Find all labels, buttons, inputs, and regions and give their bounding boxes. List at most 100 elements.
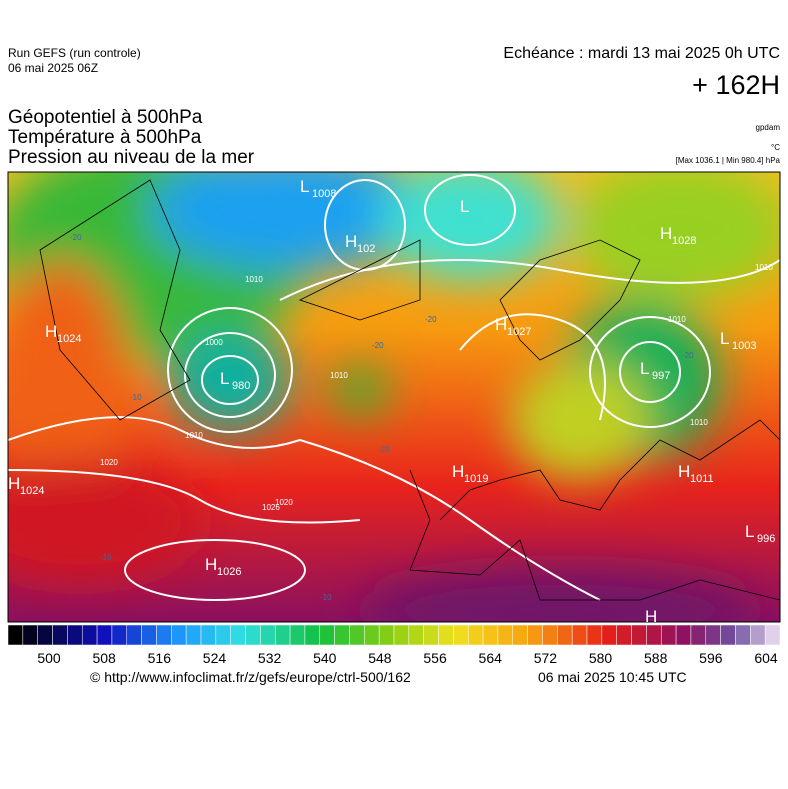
colorbar-swatch xyxy=(126,624,142,646)
center-value: 1008 xyxy=(312,188,336,200)
colorbar-swatch xyxy=(111,624,128,646)
center-letter: H xyxy=(345,232,357,251)
center-value: 980 xyxy=(232,380,250,392)
colorbar-swatch xyxy=(557,624,573,646)
colorbar-swatch xyxy=(141,624,157,646)
colorbar-swatch xyxy=(230,624,246,646)
colorbar-tick-label: 508 xyxy=(92,650,116,666)
colorbar-tick-label: 604 xyxy=(754,650,778,666)
colorbar-swatch xyxy=(438,624,454,646)
center-letter: H xyxy=(645,607,657,626)
colorbar-swatch xyxy=(542,624,558,646)
colorbar-tick-label: 516 xyxy=(148,650,172,666)
center-letter: H xyxy=(678,462,690,481)
run-label: Run GEFS (run controle) xyxy=(8,46,141,60)
coastlines xyxy=(39,179,780,601)
field-3: Pression au niveau de la mer xyxy=(8,147,255,168)
center-letter: H xyxy=(205,555,217,574)
unit-2: °C xyxy=(771,143,780,152)
colorbar-tick-label: 500 xyxy=(37,650,61,666)
colorbar-tick-label: 588 xyxy=(644,650,668,666)
colorbar-swatch xyxy=(215,624,231,646)
colorbar-tick-label: 532 xyxy=(258,650,282,666)
colorbar-swatch xyxy=(185,624,202,646)
center-letter: H xyxy=(45,322,57,341)
isobar-label: 1020 xyxy=(100,458,118,467)
temperature-label: -20 xyxy=(425,315,437,324)
colorbar-swatch xyxy=(22,624,38,646)
lead-time: + 162H xyxy=(692,70,780,100)
isobar-label: 1020 xyxy=(275,498,293,507)
center-letter: H xyxy=(8,474,20,493)
isobar-label: 1010 xyxy=(185,431,203,440)
center-letter: H xyxy=(452,462,464,481)
temperature-label: -10 xyxy=(320,593,332,602)
colorbar-swatch xyxy=(319,624,335,646)
center-value: 1003 xyxy=(732,340,756,352)
colorbar-swatch xyxy=(764,624,781,646)
footer-date: 06 mai 2025 10:45 UTC xyxy=(538,669,687,685)
colorbar-swatch xyxy=(571,624,588,646)
colorbar-swatch xyxy=(720,624,736,646)
colorbar-swatch xyxy=(690,624,707,646)
isobar-label: 1000 xyxy=(205,338,223,347)
colorbar-swatch xyxy=(527,624,543,646)
isobar-label: 1010 xyxy=(690,418,708,427)
colorbar-tick-label: 596 xyxy=(699,650,723,666)
colorbar-tick-label: 524 xyxy=(203,650,227,666)
center-value: 102 xyxy=(357,243,375,255)
colorbar-tick-label: 540 xyxy=(313,650,337,666)
temperature-label: -20 xyxy=(372,341,384,350)
colorbar-tick-label: 548 xyxy=(368,650,392,666)
center-letter: L xyxy=(300,177,309,196)
colorbar-swatch xyxy=(67,624,83,646)
map-frame xyxy=(7,171,781,623)
colorbar-swatch xyxy=(675,624,692,646)
temperature-label: -10 xyxy=(100,553,112,562)
field-2: Température à 500hPa xyxy=(8,127,202,148)
center-value: 1028 xyxy=(672,235,696,247)
center-letter: L xyxy=(460,197,469,216)
colorbar-swatch xyxy=(482,624,499,646)
center-letter: H xyxy=(495,315,507,334)
colorbar-swatch xyxy=(750,624,766,646)
colorbar-swatch xyxy=(37,624,53,646)
colorbar-swatch xyxy=(274,624,291,646)
colorbar-swatch xyxy=(171,624,187,646)
colorbar-tick-label: 556 xyxy=(423,650,447,666)
colorbar-swatch xyxy=(52,624,68,646)
colorbar-swatch xyxy=(497,624,514,646)
isobar-label: 1026 xyxy=(262,503,280,512)
colorbar-tick-label: 580 xyxy=(589,650,613,666)
center-letter: L xyxy=(640,359,649,378)
colorbar-swatch xyxy=(408,624,424,646)
colorbar-tick-label: 564 xyxy=(479,650,503,666)
colorbar-swatch xyxy=(467,624,484,646)
center-letter: L xyxy=(220,369,229,388)
colorbar-swatch xyxy=(200,624,217,646)
colorbar-swatch xyxy=(705,624,721,646)
colorbar-swatch xyxy=(81,624,98,646)
center-value: 996 xyxy=(757,533,775,545)
colorbar-swatch xyxy=(364,624,380,646)
colorbar-swatch xyxy=(646,624,662,646)
colorbar-swatch xyxy=(245,624,261,646)
colorbar-swatch xyxy=(453,624,469,646)
isobar-label: 1010 xyxy=(755,263,773,272)
colorbar-swatch xyxy=(156,624,172,646)
source: © http://www.infoclimat.fr/z/gefs/europe… xyxy=(90,669,411,685)
field-1: Géopotentiel à 500hPa xyxy=(8,107,203,128)
temperature-label: -10 xyxy=(130,393,142,402)
isobar-label: 1010 xyxy=(668,315,686,324)
center-value: 1024 xyxy=(20,485,44,497)
center-value: 1011 xyxy=(690,473,714,485)
center-value: 1024 xyxy=(57,333,81,345)
colorbar-swatch xyxy=(631,624,647,646)
colorbar-swatch xyxy=(7,624,24,646)
colorbar-swatch xyxy=(660,624,677,646)
colorbar-tick-label: 572 xyxy=(534,650,558,666)
echeance: Echéance : mardi 13 mai 2025 0h UTC xyxy=(503,45,780,62)
colorbar-swatch xyxy=(735,624,751,646)
